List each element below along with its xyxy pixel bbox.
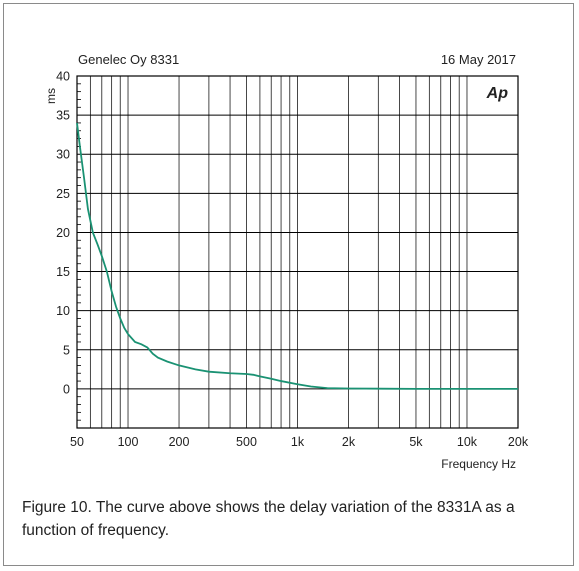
y-tick-label: 15 (56, 265, 70, 279)
y-tick-label: 20 (56, 226, 70, 240)
tick-labels: 0 5 10 15 20 25 30 35 40 50 100 200 500 1k 2k 5k 10k 20k (56, 70, 529, 450)
x-tick-label: 500 (236, 435, 257, 449)
x-tick-label: 5k (409, 435, 423, 449)
chart-title-left: Genelec Oy 8331 (78, 52, 179, 67)
x-tick-label: 200 (169, 435, 190, 449)
figure-caption: Figure 10. The curve above shows the del… (22, 499, 515, 539)
x-axis-label: Frequency Hz (441, 457, 516, 471)
y-axis-label: ms (44, 88, 58, 104)
grid (77, 75, 518, 428)
ap-logo: Ap (486, 85, 509, 102)
y-tick-label: 5 (63, 343, 70, 357)
x-tick-label: 100 (118, 435, 139, 449)
y-tick-label: 35 (56, 109, 70, 123)
x-tick-label: 2k (342, 435, 356, 449)
x-tick-label: 10k (457, 435, 478, 449)
y-tick-label: 40 (56, 70, 70, 84)
delay-curve (76, 122, 518, 390)
y-tick-label: 0 (63, 382, 70, 396)
x-tick-label: 50 (70, 435, 84, 449)
figure-frame (3, 3, 574, 566)
x-tick-label: 1k (291, 435, 305, 449)
y-tick-label: 30 (56, 148, 70, 162)
chart-title-right: 16 May 2017 (441, 52, 516, 67)
plot-area (76, 75, 519, 429)
y-tick-label: 25 (56, 187, 70, 201)
y-tick-label: 10 (56, 304, 70, 318)
x-tick-label: 20k (508, 435, 529, 449)
